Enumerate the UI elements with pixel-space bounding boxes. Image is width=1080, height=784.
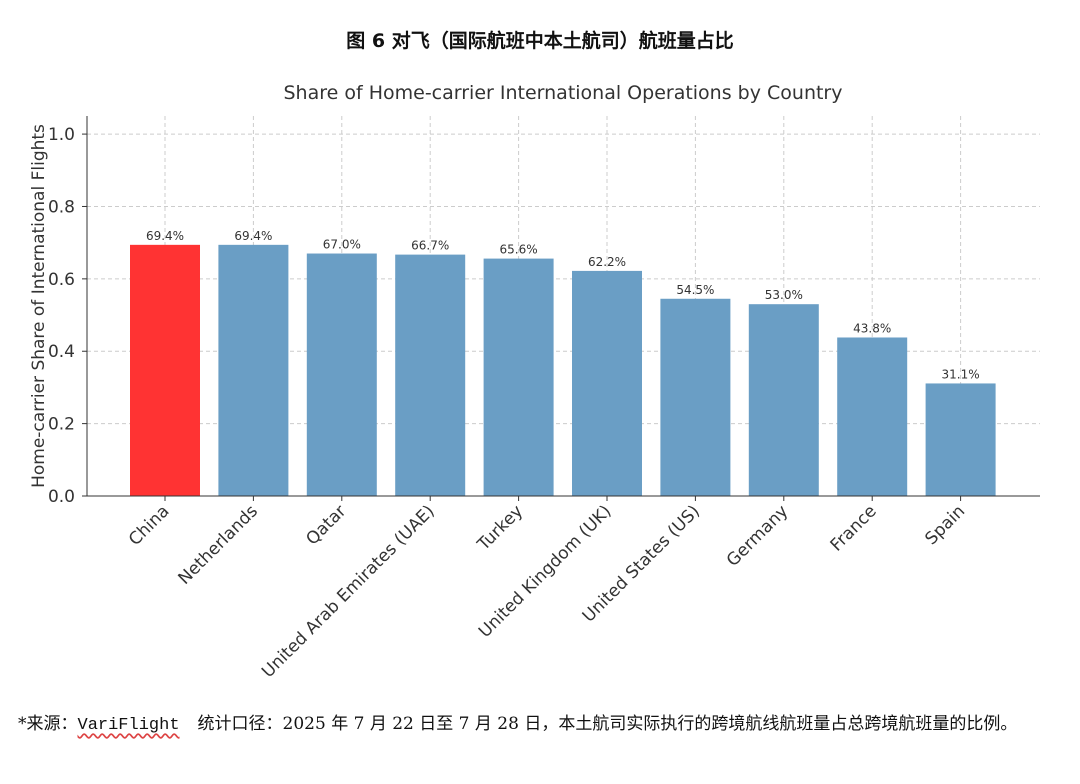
- x-tick-label: Netherlands: [175, 501, 263, 589]
- value-label: 53.0%: [765, 288, 803, 302]
- chart: Share of Home-carrier International Oper…: [29, 82, 1040, 682]
- value-label: 66.7%: [411, 239, 449, 253]
- y-tick-label: 0.4: [48, 342, 75, 362]
- value-label: 67.0%: [323, 238, 361, 252]
- x-tick-label: China: [125, 501, 173, 549]
- y-tick-label: 1.0: [48, 125, 75, 145]
- bar: [572, 270, 642, 496]
- value-label: 62.2%: [588, 255, 626, 269]
- y-tick-label: 0.8: [48, 197, 75, 217]
- y-tick-label: 0.6: [48, 270, 75, 290]
- figure-caption: 图 6 对飞（国际航班中本土航司）航班量占比: [346, 30, 734, 52]
- x-tick-label: United Arab Emirates (UAE): [258, 501, 439, 682]
- x-tick-label: France: [827, 501, 881, 555]
- bar: [925, 383, 996, 496]
- value-label: 69.4%: [146, 229, 184, 243]
- bar: [660, 298, 731, 496]
- bar: [395, 254, 466, 496]
- footnote: *来源：VariFlight 统计口径：2025 年 7 月 22 日至 7 月 …: [18, 707, 1058, 743]
- chart-title: Share of Home-carrier International Oper…: [283, 82, 842, 104]
- bar: [483, 258, 554, 496]
- y-tick-label: 0.0: [48, 487, 75, 507]
- value-label: 31.1%: [942, 367, 980, 381]
- x-tick-label: Qatar: [302, 501, 350, 549]
- x-tick-label: Spain: [921, 501, 969, 549]
- bar: [130, 244, 200, 496]
- bar: [306, 253, 377, 496]
- y-axis-label: Home-carrier Share of International Flig…: [29, 124, 49, 488]
- x-tick-label: Germany: [723, 501, 792, 570]
- footnote-text: 统计口径：2025 年 7 月 22 日至 7 月 28 日，本土航司实际执行的…: [197, 714, 1018, 734]
- bar: [218, 244, 289, 496]
- y-tick-label: 0.2: [48, 415, 75, 435]
- footnote-prefix: *来源：: [18, 714, 78, 734]
- value-label: 69.4%: [234, 229, 272, 243]
- bar: [837, 337, 908, 496]
- bar: [748, 304, 819, 496]
- source-link[interactable]: VariFlight: [77, 716, 180, 735]
- value-label: 43.8%: [853, 321, 891, 335]
- value-label: 65.6%: [500, 243, 538, 257]
- value-label: 54.5%: [676, 283, 714, 297]
- x-tick-label: Turkey: [473, 501, 527, 555]
